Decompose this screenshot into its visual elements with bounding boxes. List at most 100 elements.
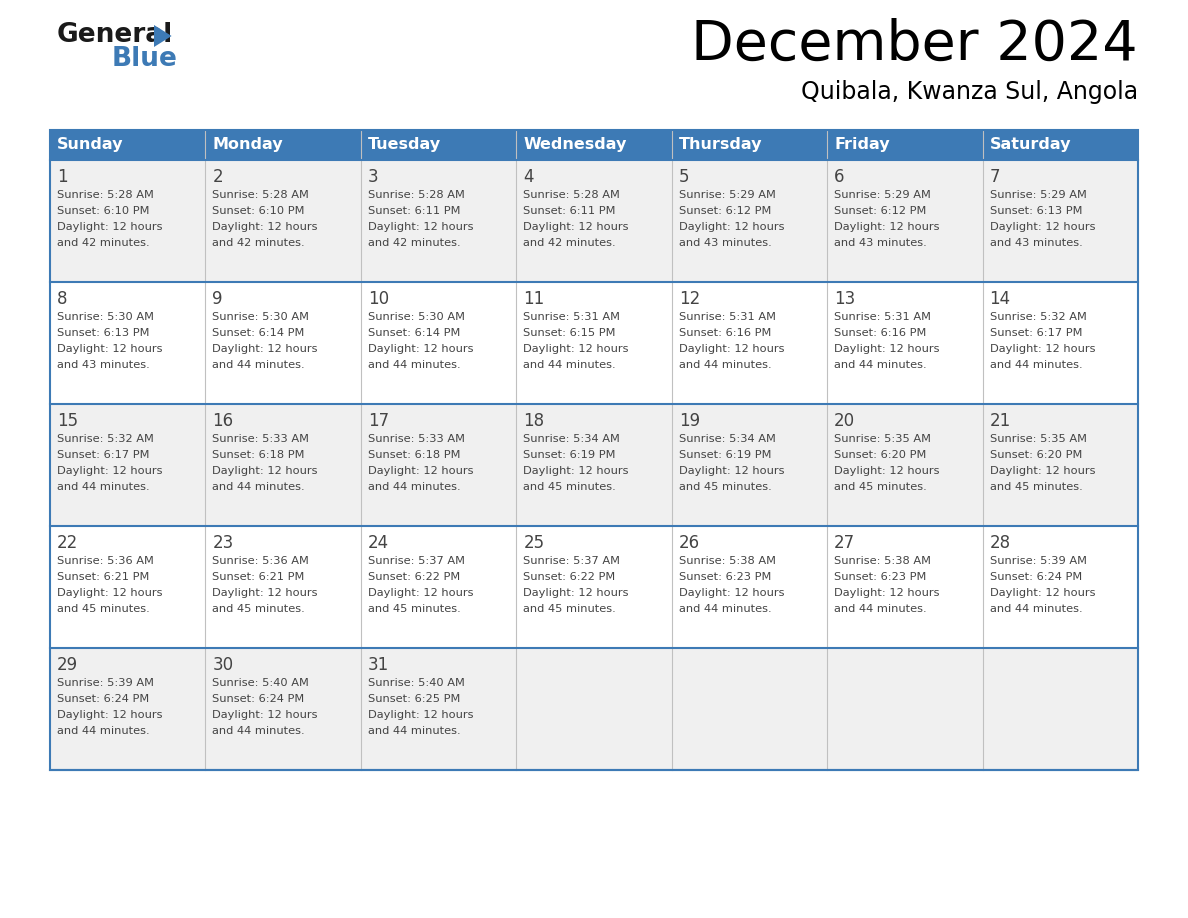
Text: Sunset: 6:17 PM: Sunset: 6:17 PM (990, 328, 1082, 338)
Text: 28: 28 (990, 534, 1011, 552)
Text: and 45 minutes.: and 45 minutes. (523, 482, 617, 492)
Text: Daylight: 12 hours: Daylight: 12 hours (213, 466, 318, 476)
Text: Sunset: 6:23 PM: Sunset: 6:23 PM (678, 572, 771, 582)
Text: and 45 minutes.: and 45 minutes. (213, 604, 305, 614)
Text: 2: 2 (213, 168, 223, 186)
Text: Sunrise: 5:28 AM: Sunrise: 5:28 AM (213, 190, 309, 200)
Text: Sunset: 6:21 PM: Sunset: 6:21 PM (57, 572, 150, 582)
Bar (50, 130, 1138, 160)
Text: Daylight: 12 hours: Daylight: 12 hours (523, 466, 628, 476)
Text: Sunrise: 5:39 AM: Sunrise: 5:39 AM (57, 678, 154, 688)
Text: Sunset: 6:21 PM: Sunset: 6:21 PM (213, 572, 305, 582)
Text: Sunset: 6:16 PM: Sunset: 6:16 PM (834, 328, 927, 338)
Text: General: General (57, 22, 173, 48)
Text: Sunday: Sunday (57, 138, 124, 152)
Bar (50, 648, 1138, 770)
Text: Sunset: 6:14 PM: Sunset: 6:14 PM (213, 328, 305, 338)
Text: Sunset: 6:12 PM: Sunset: 6:12 PM (834, 206, 927, 216)
Text: 16: 16 (213, 412, 234, 430)
Text: and 44 minutes.: and 44 minutes. (523, 360, 615, 370)
Text: Daylight: 12 hours: Daylight: 12 hours (523, 588, 628, 598)
Text: Sunset: 6:19 PM: Sunset: 6:19 PM (678, 450, 771, 460)
Text: Daylight: 12 hours: Daylight: 12 hours (523, 222, 628, 232)
Text: and 43 minutes.: and 43 minutes. (990, 238, 1082, 248)
Text: Daylight: 12 hours: Daylight: 12 hours (213, 222, 318, 232)
Text: and 44 minutes.: and 44 minutes. (678, 360, 771, 370)
Text: Sunset: 6:18 PM: Sunset: 6:18 PM (213, 450, 305, 460)
Text: Sunset: 6:10 PM: Sunset: 6:10 PM (57, 206, 150, 216)
Text: Sunset: 6:16 PM: Sunset: 6:16 PM (678, 328, 771, 338)
Text: 21: 21 (990, 412, 1011, 430)
Text: Sunset: 6:24 PM: Sunset: 6:24 PM (990, 572, 1082, 582)
Text: Daylight: 12 hours: Daylight: 12 hours (368, 222, 473, 232)
Text: and 45 minutes.: and 45 minutes. (834, 482, 927, 492)
Text: Daylight: 12 hours: Daylight: 12 hours (368, 588, 473, 598)
Text: Sunset: 6:11 PM: Sunset: 6:11 PM (523, 206, 615, 216)
Text: Sunrise: 5:28 AM: Sunrise: 5:28 AM (57, 190, 154, 200)
Text: Daylight: 12 hours: Daylight: 12 hours (368, 710, 473, 720)
Text: Sunrise: 5:37 AM: Sunrise: 5:37 AM (368, 556, 465, 566)
Text: 10: 10 (368, 290, 388, 308)
Text: Sunrise: 5:29 AM: Sunrise: 5:29 AM (990, 190, 1087, 200)
Text: Daylight: 12 hours: Daylight: 12 hours (57, 466, 163, 476)
Text: 29: 29 (57, 656, 78, 674)
Text: 1: 1 (57, 168, 68, 186)
Text: Sunset: 6:12 PM: Sunset: 6:12 PM (678, 206, 771, 216)
Text: Sunset: 6:23 PM: Sunset: 6:23 PM (834, 572, 927, 582)
Text: Sunrise: 5:36 AM: Sunrise: 5:36 AM (213, 556, 309, 566)
Text: Sunrise: 5:32 AM: Sunrise: 5:32 AM (57, 434, 154, 444)
Text: Sunrise: 5:31 AM: Sunrise: 5:31 AM (834, 312, 931, 322)
Text: and 45 minutes.: and 45 minutes. (523, 604, 617, 614)
Text: Daylight: 12 hours: Daylight: 12 hours (990, 588, 1095, 598)
Text: Wednesday: Wednesday (523, 138, 626, 152)
Text: 31: 31 (368, 656, 390, 674)
Text: Daylight: 12 hours: Daylight: 12 hours (678, 588, 784, 598)
Text: December 2024: December 2024 (691, 18, 1138, 72)
Text: Sunset: 6:19 PM: Sunset: 6:19 PM (523, 450, 615, 460)
Text: Daylight: 12 hours: Daylight: 12 hours (368, 466, 473, 476)
Text: and 45 minutes.: and 45 minutes. (368, 604, 461, 614)
Text: Sunset: 6:17 PM: Sunset: 6:17 PM (57, 450, 150, 460)
Text: Daylight: 12 hours: Daylight: 12 hours (834, 466, 940, 476)
Text: Sunset: 6:13 PM: Sunset: 6:13 PM (57, 328, 150, 338)
Text: and 44 minutes.: and 44 minutes. (213, 482, 305, 492)
Text: Sunrise: 5:30 AM: Sunrise: 5:30 AM (213, 312, 309, 322)
Text: and 44 minutes.: and 44 minutes. (368, 360, 461, 370)
Text: and 44 minutes.: and 44 minutes. (213, 726, 305, 736)
Text: Sunrise: 5:38 AM: Sunrise: 5:38 AM (834, 556, 931, 566)
Text: 3: 3 (368, 168, 379, 186)
Text: Sunset: 6:25 PM: Sunset: 6:25 PM (368, 694, 460, 704)
Text: Sunrise: 5:34 AM: Sunrise: 5:34 AM (678, 434, 776, 444)
Text: Sunrise: 5:30 AM: Sunrise: 5:30 AM (57, 312, 154, 322)
Text: Daylight: 12 hours: Daylight: 12 hours (57, 588, 163, 598)
Text: 30: 30 (213, 656, 234, 674)
Text: Sunrise: 5:30 AM: Sunrise: 5:30 AM (368, 312, 465, 322)
Text: Sunrise: 5:28 AM: Sunrise: 5:28 AM (368, 190, 465, 200)
Text: 17: 17 (368, 412, 388, 430)
Text: and 44 minutes.: and 44 minutes. (834, 604, 927, 614)
Text: Sunset: 6:22 PM: Sunset: 6:22 PM (523, 572, 615, 582)
Text: 27: 27 (834, 534, 855, 552)
Text: 24: 24 (368, 534, 388, 552)
Bar (50, 130, 1138, 770)
Text: Daylight: 12 hours: Daylight: 12 hours (213, 588, 318, 598)
Text: Sunset: 6:14 PM: Sunset: 6:14 PM (368, 328, 460, 338)
Text: Sunrise: 5:35 AM: Sunrise: 5:35 AM (834, 434, 931, 444)
Text: Daylight: 12 hours: Daylight: 12 hours (990, 222, 1095, 232)
Text: Daylight: 12 hours: Daylight: 12 hours (213, 344, 318, 354)
Text: and 42 minutes.: and 42 minutes. (368, 238, 461, 248)
Text: Sunrise: 5:40 AM: Sunrise: 5:40 AM (368, 678, 465, 688)
Text: 7: 7 (990, 168, 1000, 186)
Text: 25: 25 (523, 534, 544, 552)
Bar (50, 404, 1138, 526)
Text: 18: 18 (523, 412, 544, 430)
Text: and 45 minutes.: and 45 minutes. (990, 482, 1082, 492)
Text: and 44 minutes.: and 44 minutes. (57, 482, 150, 492)
Text: Daylight: 12 hours: Daylight: 12 hours (213, 710, 318, 720)
Text: 14: 14 (990, 290, 1011, 308)
Text: 22: 22 (57, 534, 78, 552)
Bar (50, 282, 1138, 404)
Text: Sunrise: 5:34 AM: Sunrise: 5:34 AM (523, 434, 620, 444)
Text: Sunset: 6:13 PM: Sunset: 6:13 PM (990, 206, 1082, 216)
Text: Sunrise: 5:38 AM: Sunrise: 5:38 AM (678, 556, 776, 566)
